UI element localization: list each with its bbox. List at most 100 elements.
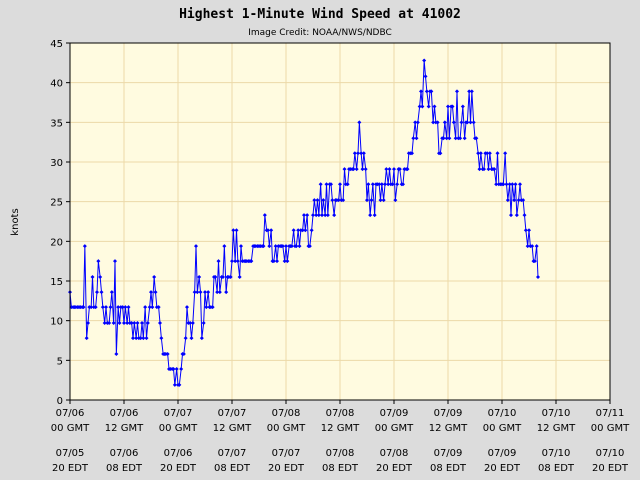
data-point [150, 305, 155, 310]
data-point [111, 321, 116, 326]
y-tick-label: 35 [50, 118, 63, 129]
data-point [309, 228, 314, 233]
x-tick-label-edt-hour: 08 EDT [214, 463, 251, 474]
data-point [275, 259, 279, 264]
data-point [366, 182, 371, 187]
data-point [474, 136, 479, 141]
data-point [194, 244, 198, 249]
data-point [210, 305, 215, 310]
data-point [361, 151, 366, 156]
data-point [143, 305, 148, 310]
x-tick-label-gmt-hour: 00 GMT [591, 423, 630, 434]
x-tick-label-gmt-hour: 00 GMT [51, 423, 90, 434]
data-point [284, 244, 288, 249]
data-point [99, 290, 104, 295]
data-point [131, 336, 135, 341]
x-tick-label-gmt-hour: 00 GMT [483, 423, 522, 434]
data-point [522, 213, 527, 218]
x-tick-label-edt-date: 07/07 [218, 448, 247, 459]
x-tick-label-gmt-date: 07/10 [542, 408, 571, 419]
data-point [395, 182, 400, 187]
data-point [116, 305, 121, 310]
data-point [282, 259, 287, 264]
data-point [316, 213, 321, 218]
data-point [222, 244, 227, 249]
x-tick-label-edt-hour: 20 EDT [592, 463, 629, 474]
data-point [147, 305, 152, 310]
data-point [107, 321, 112, 326]
x-tick-label-gmt-date: 07/06 [110, 408, 139, 419]
data-point [438, 151, 443, 156]
data-point [485, 151, 490, 156]
data-point [345, 182, 350, 187]
data-point [140, 321, 144, 326]
data-point [95, 290, 99, 295]
data-point [156, 305, 161, 310]
data-point [414, 136, 419, 141]
data-point [296, 228, 301, 233]
x-tick-label-edt-date: 07/06 [164, 448, 193, 459]
data-point [141, 336, 146, 341]
data-point [426, 104, 431, 109]
x-tick-label-edt-hour: 20 EDT [52, 463, 89, 474]
data-point [477, 167, 482, 172]
x-tick-label-edt-date: 07/08 [380, 448, 409, 459]
data-point [233, 259, 238, 264]
data-point [303, 228, 308, 233]
data-point [354, 167, 359, 172]
data-point [505, 198, 510, 203]
data-point [135, 321, 140, 326]
data-point [444, 136, 449, 141]
data-point [512, 198, 517, 203]
data-point [113, 259, 117, 264]
data-point [153, 290, 158, 295]
data-point [455, 89, 459, 94]
data-point [185, 305, 189, 310]
data-point [387, 167, 392, 172]
chart-subtitle: Image Credit: NOAA/NWS/NDBC [248, 28, 392, 38]
data-point [405, 167, 410, 172]
data-point [336, 198, 341, 203]
data-point [342, 167, 347, 172]
data-point [320, 213, 324, 218]
data-point [206, 290, 211, 295]
data-point [530, 244, 535, 249]
data-point [228, 275, 233, 280]
data-point [318, 182, 323, 187]
data-point [289, 244, 294, 249]
x-tick-label-edt-hour: 08 EDT [538, 463, 575, 474]
data-point [495, 151, 500, 156]
data-point [215, 290, 220, 295]
data-point [523, 228, 528, 233]
data-point [108, 305, 113, 310]
data-point [144, 336, 149, 341]
data-point [102, 321, 107, 326]
data-point [297, 244, 302, 249]
data-point [114, 351, 119, 356]
data-point [467, 89, 472, 94]
data-point [423, 74, 428, 79]
y-tick-label: 40 [50, 79, 63, 90]
data-point [352, 151, 357, 156]
y-tick-label: 5 [57, 356, 63, 367]
data-point [224, 290, 229, 295]
x-tick-label-edt-hour: 20 EDT [160, 463, 197, 474]
data-point [203, 290, 207, 295]
data-point [96, 259, 101, 264]
data-point [465, 120, 470, 125]
data-point [104, 305, 108, 310]
data-point [134, 336, 139, 341]
y-axis: 0 5 10 15 20 25 30 35 40 45 [50, 39, 70, 407]
data-point [237, 275, 242, 280]
data-point [486, 167, 491, 172]
data-point [378, 198, 383, 203]
data-point [324, 182, 329, 187]
data-point [132, 321, 137, 326]
data-point [383, 182, 387, 187]
data-point [368, 213, 373, 218]
data-point [89, 305, 94, 310]
y-tick-label: 15 [50, 277, 63, 288]
data-point [446, 104, 450, 109]
data-point [204, 305, 209, 310]
